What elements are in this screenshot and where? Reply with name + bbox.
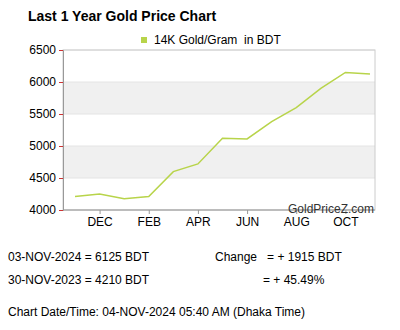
x-tick: DEC	[87, 210, 113, 229]
y-tick-mark	[59, 114, 63, 115]
y-tick: 6500	[29, 43, 63, 57]
title: Last 1 Year Gold Price Chart	[28, 8, 216, 24]
grid-line	[63, 82, 375, 83]
y-tick-label: 6500	[29, 43, 56, 57]
x-tick-label: DEC	[87, 215, 113, 229]
grid-band	[63, 146, 375, 178]
x-tick-label: AUG	[284, 215, 310, 229]
x-tick: APR	[186, 210, 211, 229]
grid-line	[63, 146, 375, 147]
legend-label: 14K Gold/Gram in BDT	[154, 33, 281, 47]
y-tick: 6000	[29, 75, 63, 89]
chart-datetime: Chart Date/Time: 04-NOV-2024 05:40 AM (D…	[8, 305, 305, 319]
y-tick-label: 5500	[29, 107, 56, 121]
x-tick-label: OCT	[333, 215, 359, 229]
series-group	[75, 72, 370, 198]
y-tick-mark	[59, 178, 63, 179]
y-tick-mark	[59, 82, 63, 83]
grid-line	[63, 178, 375, 179]
y-tick-label: 6000	[29, 75, 56, 89]
plot-area	[63, 50, 375, 210]
change-amount: Change = + 1915 BDT	[215, 250, 342, 264]
x-tick-label: JUN	[236, 215, 259, 229]
start-price: 30-NOV-2023 = 4210 BDT	[8, 273, 150, 287]
x-tick: JUN	[236, 210, 259, 229]
x-tick-mark	[198, 210, 199, 214]
legend-swatch	[141, 37, 147, 43]
y-axis-line	[59, 51, 64, 211]
y-tick-label: 5000	[29, 139, 56, 153]
chart: Last 1 Year Gold Price Chart 4000 4500 5000…	[0, 0, 400, 330]
background	[0, 0, 400, 330]
y-tick-mark	[59, 50, 63, 51]
y-tick: 5000	[29, 139, 63, 153]
series-line	[75, 72, 370, 198]
change-percent: = + 45.49%	[263, 273, 325, 287]
y-tick-label: 4000	[29, 203, 56, 217]
plot-frame	[63, 50, 375, 210]
grid-band	[63, 82, 375, 114]
x-tick-label: APR	[186, 215, 211, 229]
latest-price: 03-NOV-2024 = 6125 BDT	[8, 250, 150, 264]
x-tick-label: FEB	[138, 215, 161, 229]
grid	[63, 50, 375, 210]
x-tick-mark	[247, 210, 248, 214]
y-tick-mark	[59, 146, 63, 147]
x-tick-mark	[149, 210, 150, 214]
x-tick-mark	[100, 210, 101, 214]
y-tick: 5500	[29, 107, 63, 121]
y-tick-label: 4500	[29, 171, 56, 185]
legend: 14K Gold/Gram in BDT	[141, 33, 281, 47]
y-tick: 4500	[29, 171, 63, 185]
y-tick: 4000	[29, 203, 63, 217]
grid-line	[63, 114, 375, 115]
watermark: GoldPriceZ.com	[288, 202, 374, 216]
y-axis: 4000 4500 5000 5500 6000 6500	[29, 43, 63, 217]
y-tick-mark	[59, 210, 63, 211]
x-tick: FEB	[138, 210, 161, 229]
